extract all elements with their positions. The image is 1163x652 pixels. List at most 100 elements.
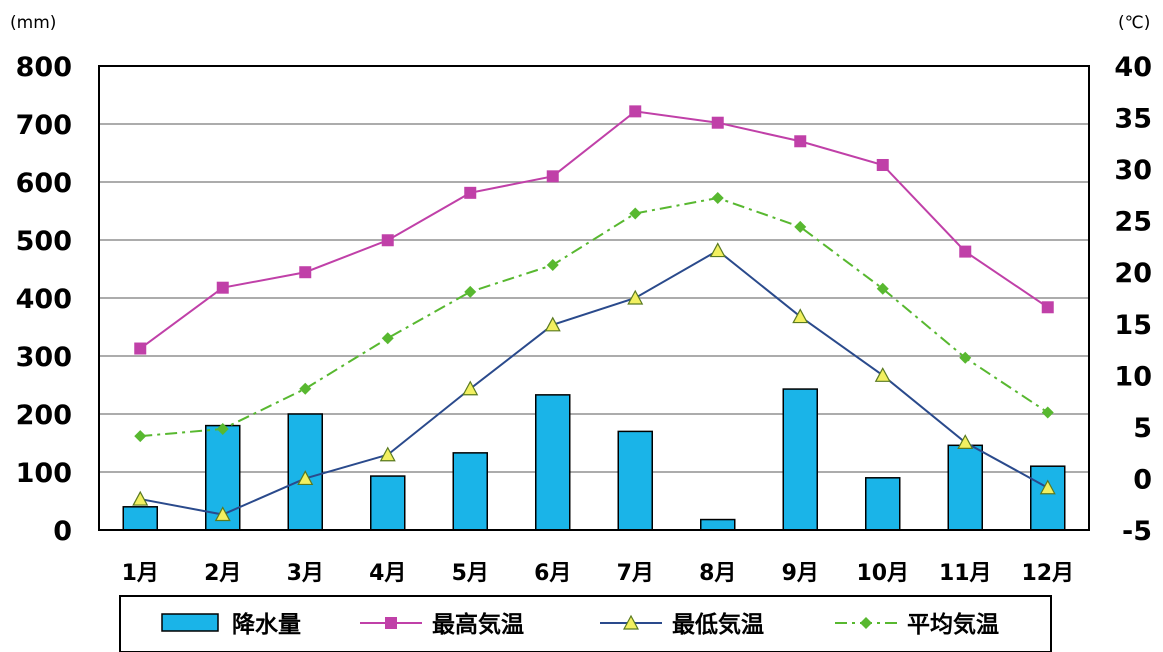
series-point	[709, 242, 726, 258]
precipitation-bar	[122, 506, 158, 531]
left-tick-label: 200	[16, 400, 72, 431]
series-point	[134, 342, 147, 355]
left-tick-label: 100	[16, 458, 72, 489]
series-1	[134, 105, 1054, 355]
gridlines	[99, 123, 1089, 473]
left-tick-label: 0	[53, 516, 72, 547]
series-point	[711, 191, 724, 204]
x-tick-label: 7月	[617, 561, 654, 586]
series-point	[792, 308, 809, 324]
x-tick-label: 8月	[699, 561, 736, 586]
series-point	[876, 282, 889, 295]
right-tick-label: 20	[1114, 258, 1152, 289]
precipitation-bar	[865, 477, 901, 531]
series-3	[134, 191, 1054, 443]
precipitation-bar	[700, 518, 736, 531]
left-axis-unit: (mm)	[10, 13, 56, 33]
x-tick-label: 1月	[122, 561, 159, 586]
precipitation-bar	[947, 444, 983, 531]
x-tick-label: 4月	[369, 561, 406, 586]
legend-marker-2	[622, 614, 640, 630]
series-point	[1039, 479, 1056, 495]
series-line	[139, 110, 1049, 350]
series-point	[876, 158, 889, 171]
series-point	[544, 316, 561, 332]
x-tick-label: 6月	[534, 561, 571, 586]
right-tick-label: 35	[1114, 104, 1152, 135]
series-point	[546, 170, 559, 183]
x-tick-label: 2月	[204, 561, 241, 586]
left-tick-label: 500	[16, 226, 72, 257]
x-tick-label: 5月	[452, 561, 489, 586]
legend-label-precipitation: 降水量	[232, 612, 301, 638]
series-point	[1041, 301, 1054, 314]
series-point	[464, 285, 477, 298]
precipitation-bar	[782, 388, 818, 531]
series-point	[134, 430, 147, 443]
series-point	[297, 470, 314, 486]
series-point	[464, 186, 477, 199]
temperature-lines	[132, 105, 1056, 522]
series-point	[216, 281, 229, 294]
series-point	[546, 259, 559, 272]
left-tick-label: 300	[16, 342, 72, 373]
legend-marker-3	[860, 617, 872, 629]
series-point	[299, 382, 312, 395]
series-point	[874, 367, 891, 382]
right-tick-label: 0	[1133, 464, 1152, 495]
legend-marker-1	[385, 617, 397, 629]
series-point	[627, 289, 644, 305]
right-tick-label: 15	[1114, 310, 1152, 341]
precipitation-bar	[617, 430, 653, 531]
series-point	[462, 380, 479, 396]
right-tick-label: -5	[1122, 516, 1152, 547]
legend-label-2: 最低気温	[672, 611, 764, 638]
legend-swatch-precipitation	[161, 613, 219, 632]
right-axis-unit: (℃)	[1118, 13, 1150, 33]
legend-label-3: 平均気温	[907, 611, 999, 638]
right-tick-label: 40	[1114, 52, 1152, 83]
x-tick-label: 10月	[856, 561, 909, 586]
series-point	[381, 234, 394, 247]
right-tick-label: 10	[1114, 361, 1152, 392]
precipitation-bar	[1030, 465, 1066, 531]
left-tick-label: 800	[16, 52, 72, 83]
series-point	[214, 506, 231, 522]
x-tick-label: 3月	[287, 561, 324, 586]
series-point	[959, 351, 972, 364]
x-axis-ticks: 1月 2月 3月 4月 5月 6月 7月 8月 9月 10月 11月 12月	[122, 561, 1074, 586]
left-tick-label: 400	[16, 284, 72, 315]
precipitation-bar	[370, 475, 406, 531]
x-tick-label: 12月	[1021, 561, 1074, 586]
x-tick-label: 11月	[939, 561, 992, 586]
precipitation-bar	[452, 452, 488, 531]
left-tick-label: 600	[16, 168, 72, 199]
series-point	[711, 116, 724, 129]
series-point	[379, 446, 396, 462]
right-tick-label: 5	[1133, 413, 1152, 444]
x-tick-label: 9月	[782, 561, 819, 586]
series-point	[957, 434, 974, 449]
series-point	[629, 207, 642, 220]
left-axis-ticks: 0 100 200 300 400 500 600 700 800	[16, 52, 72, 547]
precipitation-bars	[122, 388, 1066, 531]
plot-area-frame	[98, 65, 1090, 531]
series-point	[299, 266, 312, 279]
right-tick-label: 30	[1114, 155, 1152, 186]
series-line	[140, 249, 1049, 516]
series-point	[959, 245, 972, 258]
series-point	[1041, 406, 1054, 419]
legend-label-1: 最高気温	[432, 611, 524, 638]
left-tick-label: 700	[16, 110, 72, 141]
series-point	[794, 220, 807, 233]
precipitation-bar	[535, 394, 571, 531]
right-axis-ticks: -5 0 5 10 15 20 25 30 35 40	[1114, 52, 1152, 547]
right-tick-label: 25	[1114, 207, 1152, 238]
series-line	[140, 196, 1049, 438]
series-point	[132, 490, 149, 506]
legend: 降水量 最高気温 最低気温 平均気温	[119, 595, 1052, 652]
series-point	[216, 422, 229, 435]
series-point	[381, 332, 394, 345]
series-2	[132, 242, 1056, 522]
